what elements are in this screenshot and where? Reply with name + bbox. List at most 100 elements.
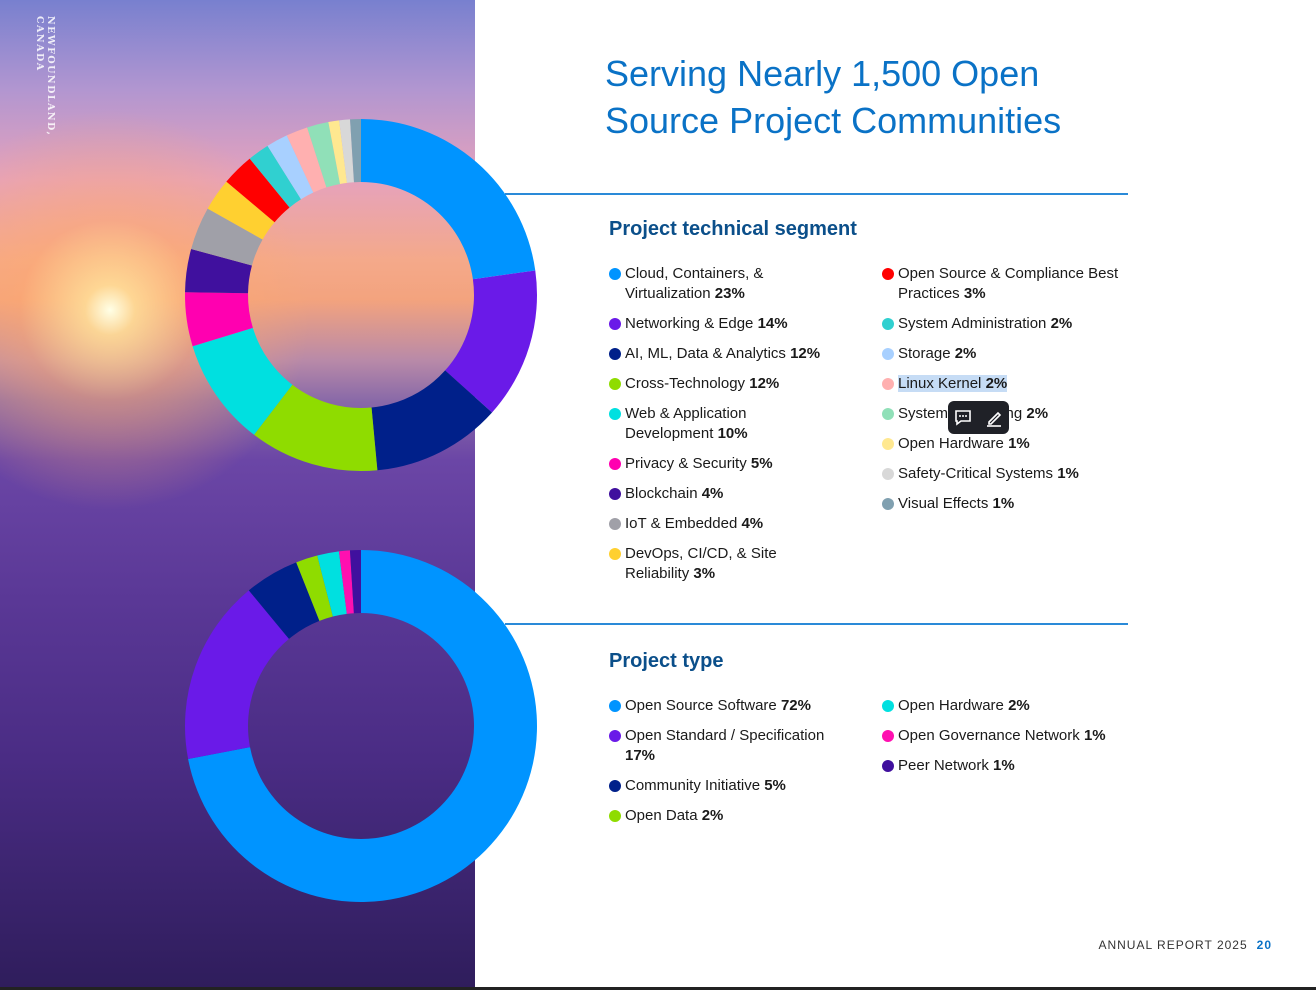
legend-swatch xyxy=(609,518,621,530)
legend-label: Blockchain xyxy=(625,485,698,502)
donut-segment xyxy=(184,590,289,759)
legend-label: Web & Application Development xyxy=(625,405,747,442)
legend-value: 23% xyxy=(714,285,745,302)
donut-segment xyxy=(185,249,252,294)
donut-segment xyxy=(188,550,537,902)
donut-segment xyxy=(317,551,347,617)
legend-label: IoT & Embedded xyxy=(625,515,738,532)
legend-swatch xyxy=(609,408,621,420)
legend-swatch xyxy=(609,348,621,360)
legend-label: Cross-Technology xyxy=(625,375,746,392)
legend-label: DevOps, CI/CD, & Site Reliability xyxy=(625,545,777,582)
legend-swatch xyxy=(882,318,894,330)
legend-swatch xyxy=(882,348,894,360)
legend-swatch xyxy=(609,268,621,280)
legend-label: Open Governance Network xyxy=(898,727,1080,744)
legend-swatch xyxy=(609,700,621,712)
legend-label: Safety-Critical Systems xyxy=(898,465,1054,482)
legend-value: 2% xyxy=(1050,315,1073,332)
legend-label: Networking & Edge xyxy=(625,315,754,332)
legend-swatch xyxy=(609,318,621,330)
legend-item: IoT & Embedded 4% xyxy=(609,514,830,534)
legend-item: Web & Application Development 10% xyxy=(609,404,830,444)
legend-item: System Administration 2% xyxy=(882,314,1123,334)
highlight-button[interactable] xyxy=(984,408,1004,428)
legend-label: Open Data xyxy=(625,807,698,824)
legend-value: 2% xyxy=(701,807,724,824)
legend-label: Linux Kernel xyxy=(898,375,982,392)
donut-segment xyxy=(307,122,341,188)
donut-segment xyxy=(371,370,493,471)
text-selection: Linux Kernel 2% xyxy=(898,375,1008,392)
divider xyxy=(505,193,1128,195)
legend-swatch xyxy=(882,378,894,390)
donut-segment xyxy=(207,181,275,240)
legend-item: Open Governance Network 1% xyxy=(882,726,1123,746)
comment-button[interactable] xyxy=(953,408,973,428)
legend-value: 2% xyxy=(1008,697,1030,714)
donut-segment xyxy=(338,550,354,614)
legend-swatch xyxy=(882,268,894,280)
donut-segment xyxy=(254,384,378,472)
legend: Cloud, Containers, & Virtualization 23% N… xyxy=(609,264,1123,584)
legend-item: Open Hardware 2% xyxy=(882,696,1123,716)
legend-value: 1% xyxy=(1008,435,1030,452)
legend-value: 14% xyxy=(757,315,788,332)
legend-item: Cloud, Containers, & Virtualization 23% xyxy=(609,264,830,304)
legend-swatch xyxy=(882,730,894,742)
legend-item: Safety-Critical Systems 1% xyxy=(882,464,1123,484)
footer-label: ANNUAL REPORT 2025 xyxy=(1098,938,1248,952)
donut-segment xyxy=(445,270,537,413)
donut-segment xyxy=(249,145,301,208)
legend-label: Open Hardware xyxy=(898,697,1004,714)
legend-swatch xyxy=(882,468,894,480)
legend-swatch xyxy=(609,730,621,742)
viewer-edge xyxy=(0,987,1316,990)
legend-item: DevOps, CI/CD, & Site Reliability 3% xyxy=(609,544,830,584)
page-number: 20 xyxy=(1256,938,1272,952)
legend-swatch xyxy=(882,438,894,450)
legend-value: 1% xyxy=(992,495,1015,512)
legend-column: Cloud, Containers, & Virtualization 23% N… xyxy=(609,264,882,584)
legend-value: 5% xyxy=(764,777,786,794)
legend-value: 10% xyxy=(717,425,748,442)
legend-item: Privacy & Security 5% xyxy=(609,454,830,474)
legend-label: Storage xyxy=(898,345,951,362)
legend-item: AI, ML, Data & Analytics 12% xyxy=(609,344,830,364)
legend-value: 72% xyxy=(780,697,811,714)
footer: ANNUAL REPORT 2025 20 xyxy=(1098,938,1272,952)
legend-label: AI, ML, Data & Analytics xyxy=(625,345,786,362)
legend-swatch xyxy=(882,498,894,510)
legend-label: Open Hardware xyxy=(898,435,1004,452)
legend-swatch xyxy=(609,488,621,500)
legend-label: System Administration xyxy=(898,315,1047,332)
legend-item: Open Standard / Specification 17% xyxy=(609,726,830,766)
legend-item: Visual Effects 1% xyxy=(882,494,1123,514)
legend-item: Peer Network 1% xyxy=(882,756,1123,776)
legend-label: Open Source & Compliance Best Practices xyxy=(898,265,1119,302)
photo-caption: NEWFOUNDLAND, CANADA xyxy=(34,16,56,137)
legend-swatch xyxy=(609,378,621,390)
legend-value: 12% xyxy=(749,375,780,392)
legend-value: 3% xyxy=(963,285,986,302)
legend-item: Open Hardware 1% xyxy=(882,434,1123,454)
legend-value: 1% xyxy=(993,757,1015,774)
legend-label: Privacy & Security xyxy=(625,455,747,472)
legend-item: Storage 2% xyxy=(882,344,1123,364)
legend: Open Source Software 72% Open Standard / … xyxy=(609,696,1123,826)
donut-segment xyxy=(286,127,327,193)
legend-label: Open Source Software xyxy=(625,697,777,714)
legend-item: Open Source Software 72% xyxy=(609,696,830,716)
legend-column: Open Hardware 2% Open Governance Network … xyxy=(882,696,1123,826)
legend-value: 2% xyxy=(1026,405,1049,422)
legend-value: 12% xyxy=(790,345,821,362)
selection-toolbar xyxy=(948,401,1009,434)
legend-swatch xyxy=(609,810,621,822)
legend-label: Community Initiative xyxy=(625,777,761,794)
legend-item: Linux Kernel 2% xyxy=(882,374,1123,394)
legend-value: 3% xyxy=(693,565,716,582)
legend-item: Community Initiative 5% xyxy=(609,776,830,796)
legend-item: Networking & Edge 14% xyxy=(609,314,830,334)
